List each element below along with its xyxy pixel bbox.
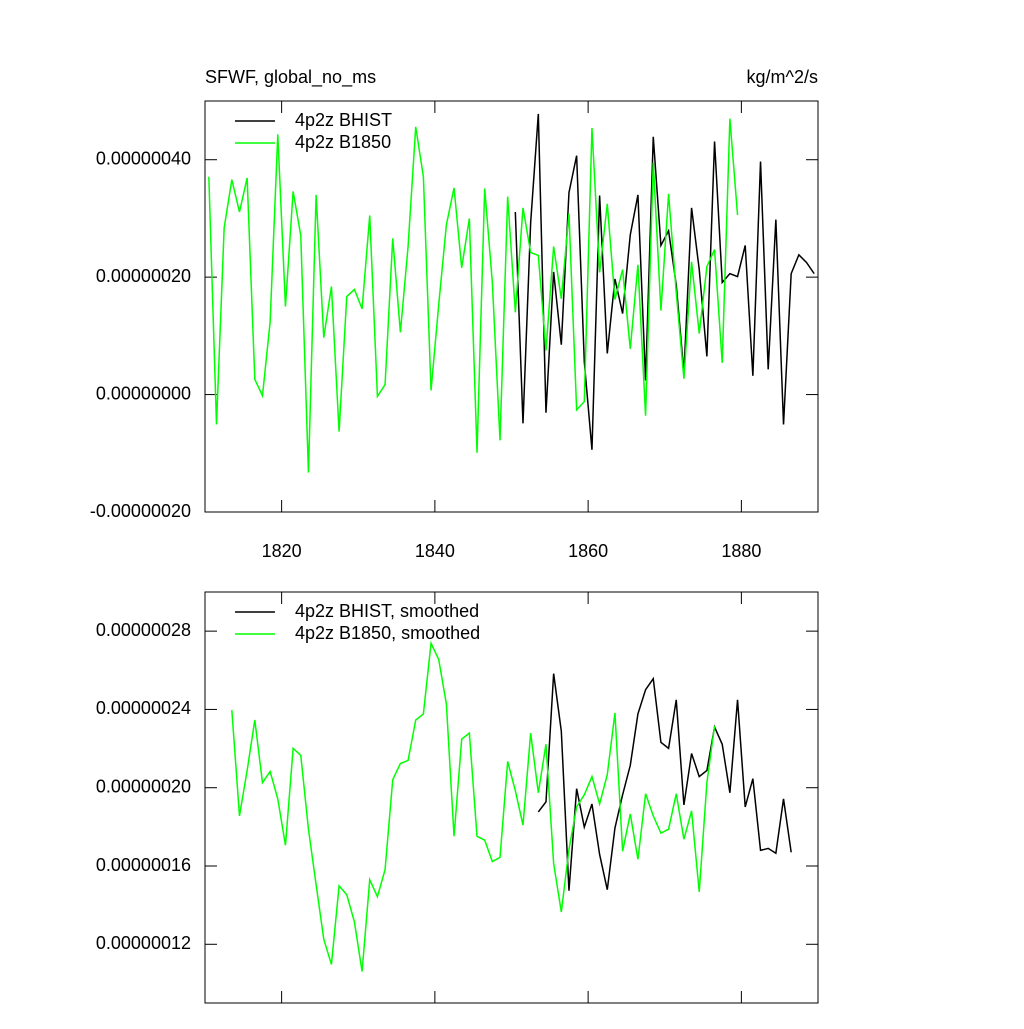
y-tick-label: 0.00000020: [96, 776, 191, 796]
plot-frame: [204, 591, 819, 1004]
y-tick-label: 0.00000020: [96, 266, 191, 286]
series-line: [514, 113, 815, 450]
y-tick-label: 0.00000016: [96, 855, 191, 875]
x-tick-label: 1840: [415, 541, 455, 561]
legend-label: 4p2z BHIST: [295, 110, 392, 130]
chart-title: SFWF, global_no_ms: [205, 67, 376, 88]
y-tick-label: 0.00000012: [96, 933, 191, 953]
legend-label: 4p2z BHIST, smoothed: [295, 601, 479, 621]
series-line: [537, 673, 792, 891]
units-label: kg/m^2/s: [747, 67, 818, 87]
legend-label: 4p2z B1850, smoothed: [295, 623, 480, 643]
x-tick-label: 1880: [721, 541, 761, 561]
y-tick-label: -0.00000020: [90, 501, 191, 521]
y-tick-label: 0.00000024: [96, 698, 191, 718]
y-tick-label: 0.00000000: [96, 383, 191, 403]
y-tick-label: 0.00000040: [96, 148, 191, 168]
y-tick-label: 0.00000028: [96, 620, 191, 640]
x-tick-label: 1820: [262, 541, 302, 561]
plot-frame: [204, 100, 819, 513]
series-line: [231, 640, 716, 972]
x-tick-label: 1860: [568, 541, 608, 561]
series-line: [208, 118, 739, 473]
legend-label: 4p2z B1850: [295, 132, 391, 152]
